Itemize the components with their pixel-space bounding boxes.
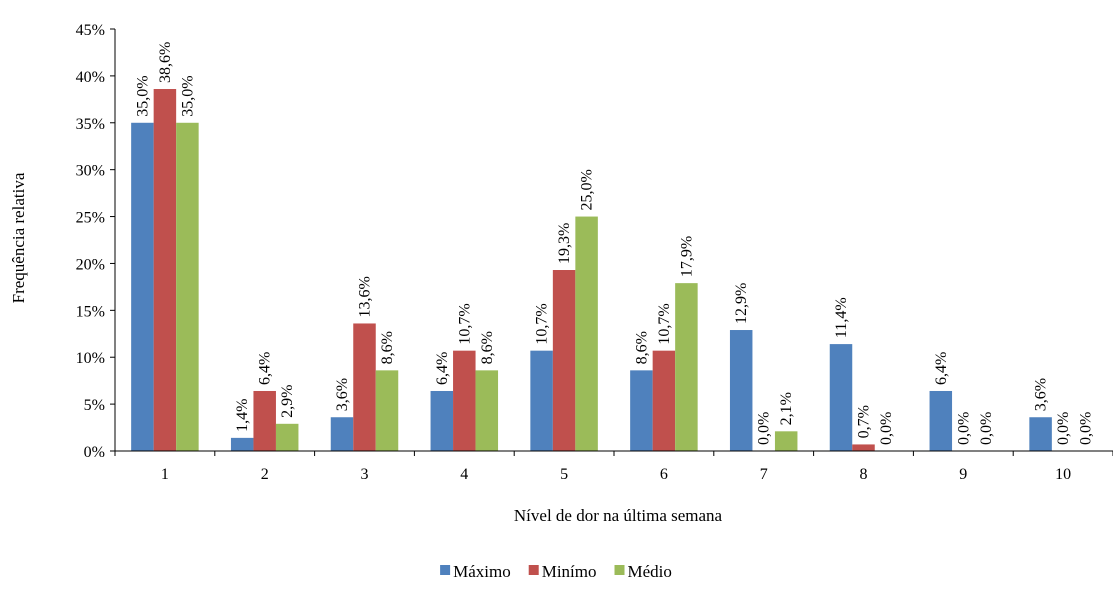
legend-swatch	[528, 565, 539, 575]
data-label: 0,0%	[1078, 412, 1095, 445]
x-tick-label: 5	[560, 466, 568, 483]
bar	[275, 423, 299, 451]
x-tick-label: 2	[261, 466, 269, 483]
data-label: 12,9%	[733, 283, 750, 324]
bar	[652, 350, 676, 451]
x-tick-label: 1	[161, 466, 169, 483]
y-tick-label: 0%	[84, 444, 105, 461]
data-label: 3,6%	[1033, 378, 1050, 411]
x-axis-title: Nível de dor na última semana	[514, 506, 723, 525]
data-label: 19,3%	[556, 223, 573, 264]
data-label: 25,0%	[579, 169, 596, 210]
bar	[675, 283, 698, 451]
legend-swatch	[614, 565, 625, 575]
bar	[330, 417, 354, 451]
data-label: 1,4%	[234, 399, 251, 432]
bar	[1029, 417, 1052, 451]
y-tick-label: 40%	[76, 69, 105, 86]
legend-label: Máximo	[453, 562, 511, 581]
data-label: 35,0%	[134, 75, 151, 116]
data-labels-layer: 35,0% 1,4% 3,6% 6,4% 10,7% 8,6% 12,9% 11,4% 6,4%…	[134, 42, 1094, 445]
data-label: 0,0%	[878, 412, 895, 445]
x-tick-label: 9	[959, 466, 967, 483]
x-tick-label: 6	[660, 466, 668, 483]
y-axis-title: Frequência relativa	[9, 172, 28, 303]
data-label: 8,6%	[479, 331, 496, 364]
data-label: 8,6%	[633, 331, 650, 364]
y-tick-label: 15%	[76, 303, 105, 320]
bar	[829, 344, 853, 451]
bar	[375, 370, 399, 451]
bar	[530, 350, 553, 451]
y-tick-label: 5%	[84, 397, 105, 414]
bar	[453, 350, 476, 451]
bar	[131, 122, 154, 452]
bar	[230, 437, 254, 451]
data-label: 6,4%	[933, 352, 950, 385]
data-label: 6,4%	[257, 352, 274, 385]
bar	[630, 370, 653, 451]
y-tick-label: 10%	[76, 350, 105, 367]
data-label: 3,6%	[334, 378, 351, 411]
data-label: 11,4%	[833, 297, 850, 338]
data-label: 35,0%	[179, 75, 196, 116]
x-tick-label: 8	[860, 466, 868, 483]
bar	[929, 390, 953, 451]
legend-label: Minímo	[542, 562, 597, 581]
y-tick-label: 30%	[76, 163, 105, 180]
bars-layer	[131, 89, 1052, 452]
bar	[729, 330, 753, 451]
x-tick-label: 3	[361, 466, 369, 483]
data-label: 10,7%	[456, 303, 473, 344]
x-tick-label: 7	[760, 466, 768, 483]
x-tick-label: 4	[460, 466, 468, 483]
bar	[475, 370, 499, 451]
data-label: 8,6%	[379, 331, 396, 364]
bar	[253, 390, 276, 451]
data-label: 0,0%	[978, 412, 995, 445]
data-label: 10,7%	[656, 303, 673, 344]
y-tick-label: 35%	[76, 116, 105, 133]
bar	[153, 89, 177, 452]
data-label: 10,7%	[534, 303, 551, 344]
bar	[774, 431, 798, 451]
y-tick-label: 20%	[76, 256, 105, 273]
y-tick-label: 45%	[76, 22, 105, 39]
legend-label: Médio	[628, 562, 672, 581]
data-label: 0,0%	[1055, 412, 1072, 445]
bar	[552, 270, 576, 451]
y-tick-label: 25%	[76, 210, 105, 227]
data-label: 2,1%	[778, 392, 795, 425]
data-label: 0,7%	[856, 405, 873, 438]
axes-layer: 0% 5% 10% 15% 20% 25% 30% 35% 40% 45% 1 2 3 4 5 6 7 8 9 10	[76, 22, 1113, 483]
data-label: 0,0%	[756, 412, 773, 445]
data-label: 13,6%	[357, 276, 374, 317]
bar	[575, 216, 598, 451]
bar	[176, 122, 199, 452]
data-label: 0,0%	[955, 412, 972, 445]
bar	[852, 444, 875, 451]
data-label: 38,6%	[157, 42, 174, 83]
data-label: 6,4%	[434, 352, 451, 385]
legend: Máximo Minímo Médio	[440, 562, 672, 581]
data-label: 2,9%	[279, 384, 296, 417]
legend-swatch	[440, 565, 451, 575]
x-tick-label: 10	[1055, 466, 1071, 483]
bar	[430, 390, 454, 451]
bar	[353, 323, 376, 451]
data-label: 17,9%	[678, 236, 695, 277]
